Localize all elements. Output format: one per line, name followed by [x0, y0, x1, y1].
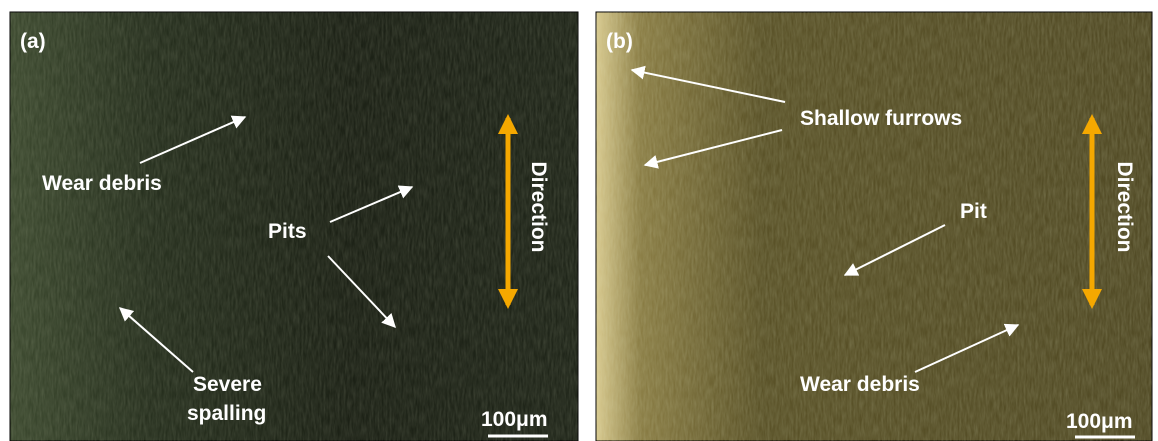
scale-bar-label: 100μm — [1066, 410, 1133, 433]
panel-a: (a) Wear debris Pits Severe spalling Dir… — [10, 12, 578, 441]
panel-b: (b) Shallow furrows Pit Wear debris Dire… — [596, 12, 1152, 441]
direction-label: Direction — [1113, 161, 1136, 252]
page: (a) Wear debris Pits Severe spalling Dir… — [0, 0, 1158, 441]
scale-bar-label: 100μm — [481, 408, 548, 431]
annotation: Pit — [960, 200, 987, 223]
direction-label: Direction — [527, 161, 550, 252]
annotation: spalling — [187, 402, 266, 425]
figure: (a) Wear debris Pits Severe spalling Dir… — [0, 0, 1158, 441]
panel-label: (a) — [20, 30, 46, 53]
annotation: Wear debris — [800, 373, 920, 396]
panel-label: (b) — [606, 30, 633, 53]
annotation: Pits — [268, 220, 307, 243]
annotation: Shallow furrows — [800, 107, 962, 130]
annotation: Wear debris — [42, 172, 162, 195]
annotation: Severe — [193, 373, 262, 396]
